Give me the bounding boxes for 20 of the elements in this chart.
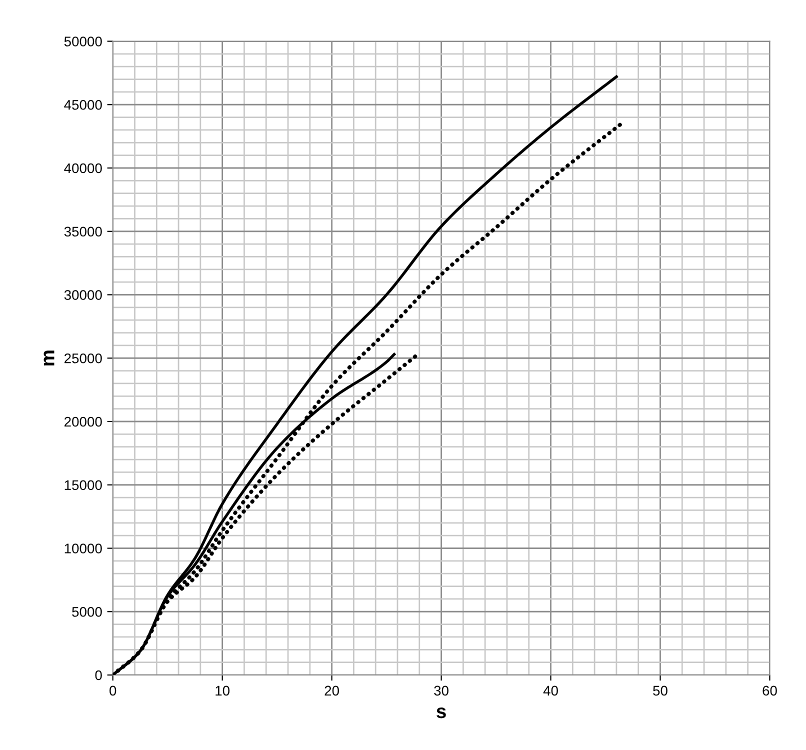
y-tick-label: 0 [95, 670, 102, 680]
x-tick-label: 20 [324, 686, 339, 696]
x-tick-label: 30 [434, 686, 448, 696]
y-tick-label: 15000 [64, 480, 102, 490]
y-tick-label: 20000 [64, 416, 102, 427]
y-axis-title: m [44, 350, 54, 366]
y-tick-label: 50000 [64, 36, 102, 46]
x-tick-label: 10 [216, 686, 230, 696]
x-axis-title: s [436, 708, 446, 718]
x-tick-label: 50 [653, 686, 668, 696]
y-tick-label: 25000 [64, 353, 102, 364]
y-tick-label: 10000 [64, 544, 102, 554]
x-tick-label: 0 [110, 686, 116, 696]
y-tick-label: 5000 [72, 606, 102, 617]
y-tick-label: 40000 [64, 163, 102, 174]
y-tick-label: 35000 [64, 226, 102, 237]
x-tick-label: 60 [762, 686, 777, 696]
y-tick-label: 30000 [64, 290, 102, 300]
y-tick-label: 45000 [64, 100, 102, 110]
x-tick-label: 40 [543, 686, 558, 696]
